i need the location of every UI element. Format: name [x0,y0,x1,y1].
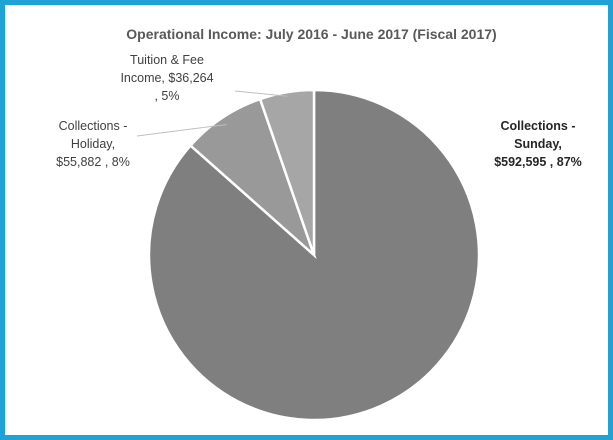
data-label-tuition-fee-income-line-2: Income, $36,264 [120,71,213,85]
pie-slice-tuition-fee-income [258,88,316,256]
data-label-tuition-fee-income-line-1: Tuition & Fee [130,53,204,67]
chart-title: Operational Income: July 2016 - June 201… [126,26,497,42]
leader-line-collections-holiday [136,123,227,137]
leader-line-tuition-fee-income [234,90,288,97]
pie-slice-collections-sunday [147,88,481,422]
data-label-collections-sunday-line-1: Collections - [500,119,575,133]
pie-chart: Collections - Sunday, $592,595 , 87% Collec… [56,53,582,422]
data-label-collections-holiday-line-3: $55,882 , 8% [56,155,130,169]
data-label-collections-sunday-line-3: $592,595 , 87% [494,155,582,169]
data-label-collections-sunday-line-2: Sunday, [514,137,562,151]
data-label-tuition-fee-income-line-3: , 5% [154,89,179,103]
data-label-collections-holiday-line-1: Collections - [59,119,128,133]
data-label-collections-holiday-line-2: Holiday, [71,137,115,151]
